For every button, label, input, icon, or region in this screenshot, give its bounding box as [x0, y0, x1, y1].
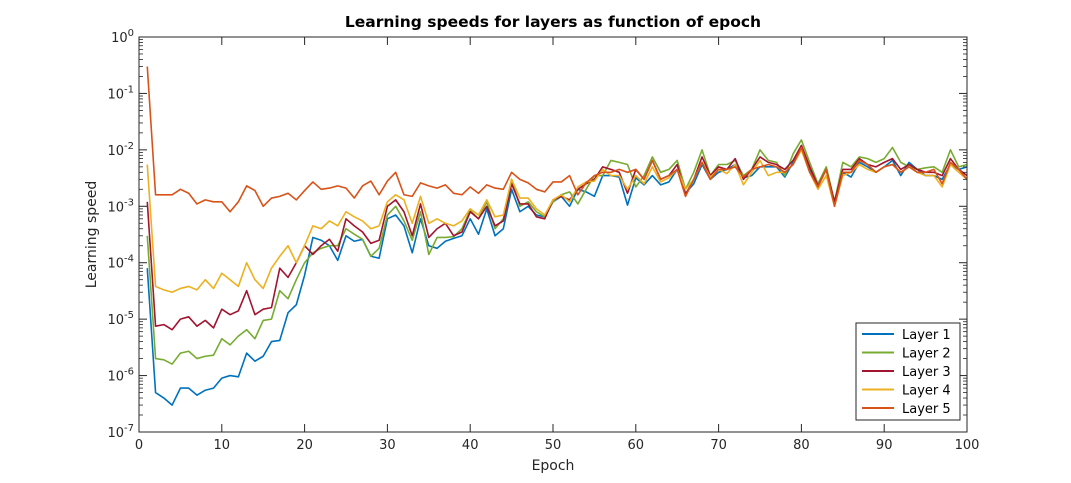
- y-tick-label: 10-7: [107, 423, 134, 441]
- x-tick-label: 90: [876, 438, 893, 453]
- plot-area: [139, 37, 967, 432]
- x-tick-label: 50: [545, 438, 562, 453]
- y-tick-label: 10-3: [107, 197, 134, 215]
- axes: 0 10 20 30 40 50 60 70 80 90 100 10-7 10-6 10-5 10-4 10…: [107, 28, 979, 453]
- x-tick-label: 40: [462, 438, 479, 453]
- x-tick-label: 80: [793, 438, 810, 453]
- legend-label-layer-5: Layer 5: [902, 402, 951, 417]
- y-tick-label: 10-4: [107, 254, 134, 272]
- legend-label-layer-3: Layer 3: [902, 365, 951, 380]
- legend: Layer 1 Layer 2 Layer 3 Layer 4 Layer 5: [855, 322, 961, 421]
- x-tick-label: 30: [379, 438, 396, 453]
- x-tick-label: 60: [628, 438, 645, 453]
- y-tick-label: 100: [111, 28, 134, 46]
- legend-label-layer-1: Layer 1: [902, 328, 951, 343]
- y-tick-label: 10-5: [107, 310, 134, 328]
- x-tick-label: 0: [135, 438, 143, 453]
- y-axis-title: Learning speed: [84, 181, 100, 289]
- x-tick-label: 100: [955, 438, 980, 453]
- series-line-layer-5: [146, 66, 968, 213]
- x-tick-label: 70: [710, 438, 727, 453]
- x-tick-label: 20: [296, 438, 313, 453]
- chart-title: Learning speeds for layers as function o…: [345, 13, 761, 31]
- y-tick-label: 10-1: [107, 84, 134, 102]
- y-tick-label: 10-2: [107, 141, 134, 159]
- series-lines: [146, 66, 968, 406]
- legend-label-layer-4: Layer 4: [902, 384, 951, 399]
- x-axis-title: Epoch: [532, 458, 575, 474]
- x-tick-label: 10: [214, 438, 231, 453]
- legend-box: [855, 322, 961, 421]
- legend-label-layer-2: Layer 2: [902, 347, 951, 362]
- y-tick-label: 10-6: [107, 367, 134, 385]
